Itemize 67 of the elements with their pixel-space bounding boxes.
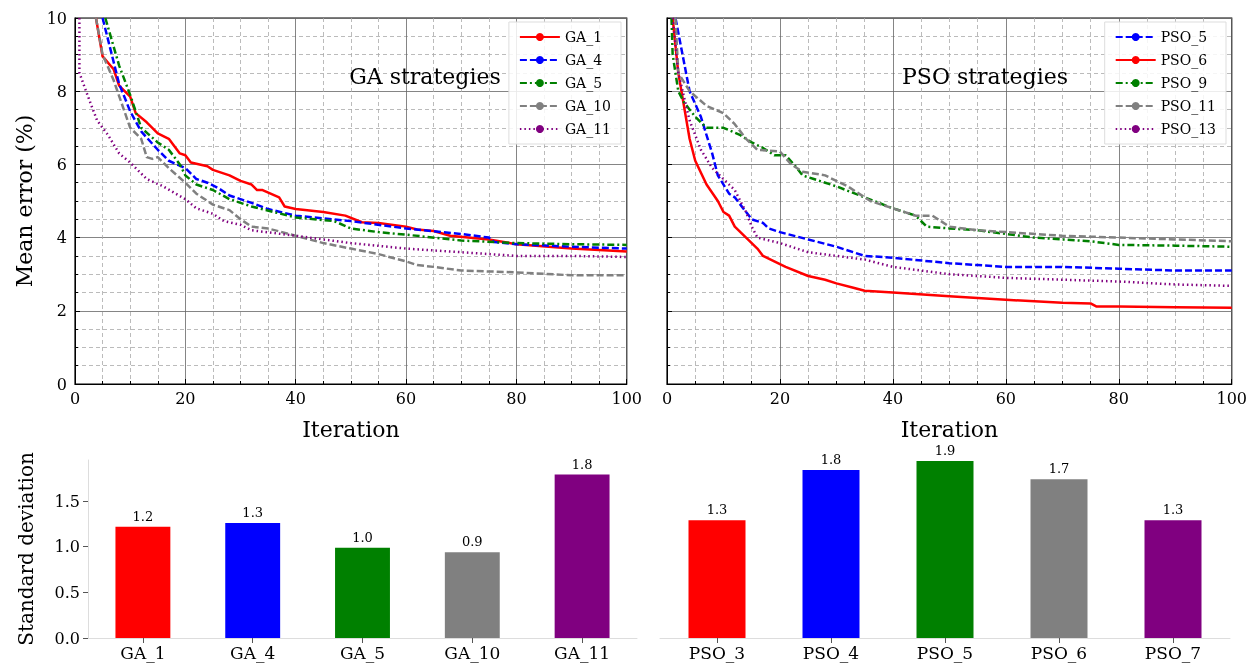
x-tick-label: PSO_7: [1144, 642, 1202, 663]
data-label: 1.8: [571, 456, 593, 472]
x-tick-label: GA_11: [554, 642, 611, 663]
data-label: 1.8: [820, 452, 842, 468]
y-tick-label: 2: [56, 301, 67, 321]
data-label: 1.3: [706, 502, 728, 518]
y-tick-label: 8: [56, 81, 67, 101]
x-tick-label: PSO_3: [688, 642, 746, 663]
legend-label: GA_10: [564, 98, 611, 115]
text: GA strategies: [349, 63, 501, 89]
bar: [802, 470, 860, 638]
x-tick-label: PSO_4: [802, 642, 860, 663]
x-tick-label: 40: [882, 388, 904, 408]
data-label: 1.3: [242, 504, 264, 520]
x-tick-label: 60: [395, 388, 417, 408]
data-label: 0.9: [461, 534, 483, 550]
legend-label: PSO_13: [1160, 121, 1217, 138]
legend-label: GA_1: [564, 29, 603, 46]
x-tick-label: 0: [661, 388, 673, 408]
y-tick-label: 1.0: [54, 537, 80, 557]
y-tick-label: 0: [56, 374, 67, 394]
y-tick-label: 6: [56, 154, 67, 174]
legend-label: GA_4: [564, 52, 603, 69]
x-tick-label: GA_1: [120, 642, 166, 663]
y-tick-label: 0.5: [54, 582, 80, 602]
legend-label: PSO_9: [1160, 75, 1208, 92]
legend-label: PSO_6: [1160, 52, 1208, 69]
bar: [335, 547, 390, 638]
data-label: 1.9: [934, 442, 956, 458]
x-tick-label: 100: [611, 388, 642, 408]
x-tick-label: GA_10: [444, 642, 501, 663]
x-tick-label: 40: [285, 388, 306, 408]
y-tick-label: 1.5: [54, 491, 80, 511]
x-tick-label: GA_4: [230, 642, 276, 663]
x-tick-label: 20: [769, 388, 791, 408]
y-tick-label: 4: [56, 228, 67, 248]
y-axis-title: Standard deviation: [14, 452, 38, 646]
x-tick-label: GA_5: [339, 642, 386, 663]
bar: [554, 474, 610, 638]
x-tick-label: 80: [506, 388, 527, 408]
data-label: 1.2: [132, 508, 154, 524]
y-axis-title: Mean error (%): [12, 114, 38, 288]
x-axis-title: Iteration: [900, 416, 999, 442]
legend-label: GA_5: [564, 75, 603, 92]
x-tick-label: 100: [1216, 388, 1247, 408]
bar: [1030, 479, 1088, 638]
data-label: 1.3: [1162, 502, 1184, 518]
data-label: 1.0: [352, 529, 373, 545]
x-tick-label: PSO_6: [1030, 642, 1088, 663]
legend-label: GA_11: [564, 121, 611, 138]
data-label: 1.7: [1048, 461, 1070, 477]
bar: [225, 522, 281, 638]
bar: [688, 520, 746, 638]
x-axis-title: Iteration: [302, 416, 400, 442]
bar: [1144, 520, 1202, 638]
y-tick-label: 0.0: [54, 628, 80, 648]
bar: [916, 460, 974, 638]
x-tick-label: 80: [1108, 388, 1129, 408]
x-tick-label: 20: [175, 388, 196, 408]
legend-label: PSO_5: [1160, 29, 1208, 46]
text: PSO strategies: [902, 63, 1068, 89]
bar: [444, 552, 500, 638]
y-tick-label: 10: [46, 8, 67, 28]
legend-label: PSO_11: [1160, 98, 1217, 115]
bar: [115, 526, 171, 638]
x-tick-label: 60: [995, 388, 1017, 408]
x-tick-label: PSO_5: [916, 642, 974, 663]
